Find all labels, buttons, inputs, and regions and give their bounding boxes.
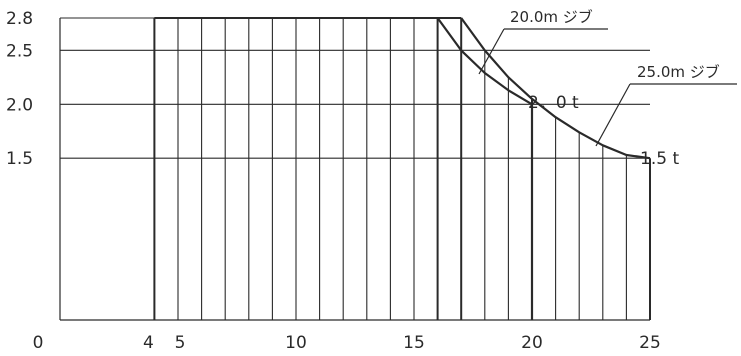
x-tick-label: 10 <box>285 333 307 353</box>
series-20m-leader <box>478 28 505 75</box>
series-20m-end-label: 2．0 t <box>528 93 579 113</box>
y-tick-label: 2.0 <box>6 95 33 115</box>
x-tick-label: 4 <box>143 333 154 353</box>
x-tick-label: 0 <box>33 333 44 353</box>
y-tick-label: 2.5 <box>6 41 33 61</box>
series-25m-leader <box>595 83 631 147</box>
x-tick-label: 15 <box>403 333 425 353</box>
series-20m-name: 20.0m ジブ <box>510 8 593 26</box>
series-25m-end-label: 1.5 t <box>640 149 679 169</box>
series-20m-curve <box>436 17 533 106</box>
series-25m-curve <box>460 17 651 160</box>
y-tick-label: 1.5 <box>6 149 33 169</box>
x-tick-label: 5 <box>175 333 186 353</box>
series-25m-name: 25.0m ジブ <box>637 63 720 81</box>
x-tick-label: 25 <box>639 333 661 353</box>
y-tick-label: 2.8 <box>6 9 33 29</box>
x-tick-label: 20 <box>521 333 543 353</box>
